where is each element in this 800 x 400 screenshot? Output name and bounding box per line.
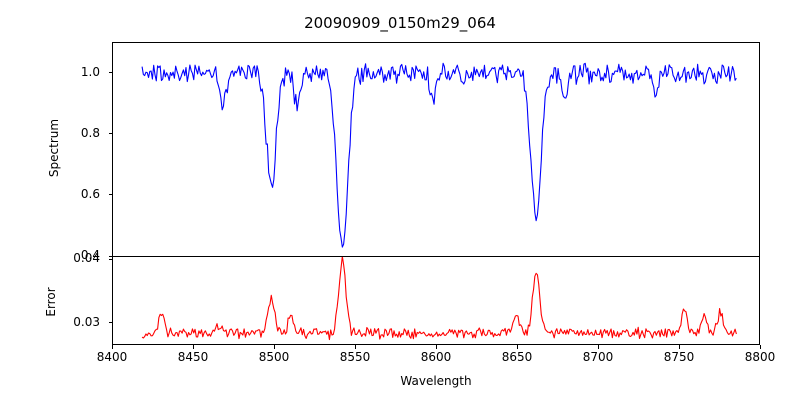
y-tick-label: 0.03 — [73, 314, 100, 329]
x-tick-mark — [759, 345, 761, 349]
x-tick-label: 8600 — [420, 350, 452, 364]
error-panel — [112, 256, 760, 345]
x-tick-mark — [597, 345, 599, 349]
y-tick-label: 0.8 — [80, 125, 100, 140]
x-tick-mark — [192, 345, 194, 349]
error-plot-area — [141, 257, 737, 341]
spectrum-panel — [112, 42, 760, 256]
x-tick-mark — [516, 345, 518, 349]
y-tick-label: 1.0 — [80, 64, 100, 79]
x-tick-mark — [354, 345, 356, 349]
y-tick-label: 0.04 — [73, 251, 100, 266]
spectrum-trace — [141, 62, 737, 248]
x-tick-label: 8800 — [744, 350, 776, 364]
figure-title: 20090909_0150m29_064 — [304, 14, 496, 32]
error-trace — [141, 257, 737, 341]
x-tick-mark — [111, 345, 113, 349]
y-tick-mark — [108, 194, 112, 196]
x-axis-label: Wavelength — [400, 374, 472, 388]
x-tick-label: 8700 — [582, 350, 614, 364]
y-tick-mark — [108, 72, 112, 74]
x-tick-mark — [435, 345, 437, 349]
spectrum-plot-area — [141, 62, 737, 248]
y-tick-mark — [108, 322, 112, 324]
x-tick-mark — [678, 345, 680, 349]
y-tick-mark — [108, 133, 112, 135]
x-tick-mark — [273, 345, 275, 349]
y-tick-mark — [108, 258, 112, 260]
y-tick-label: 0.6 — [80, 186, 100, 201]
x-tick-label: 8550 — [339, 350, 371, 364]
x-tick-label: 8400 — [96, 350, 128, 364]
x-tick-label: 8650 — [501, 350, 533, 364]
y-tick-mark — [108, 255, 112, 257]
x-tick-label: 8500 — [258, 350, 290, 364]
y-tick-label: 0.4 — [80, 248, 100, 262]
x-tick-label: 8450 — [177, 350, 209, 364]
x-tick-label: 8750 — [663, 350, 695, 364]
